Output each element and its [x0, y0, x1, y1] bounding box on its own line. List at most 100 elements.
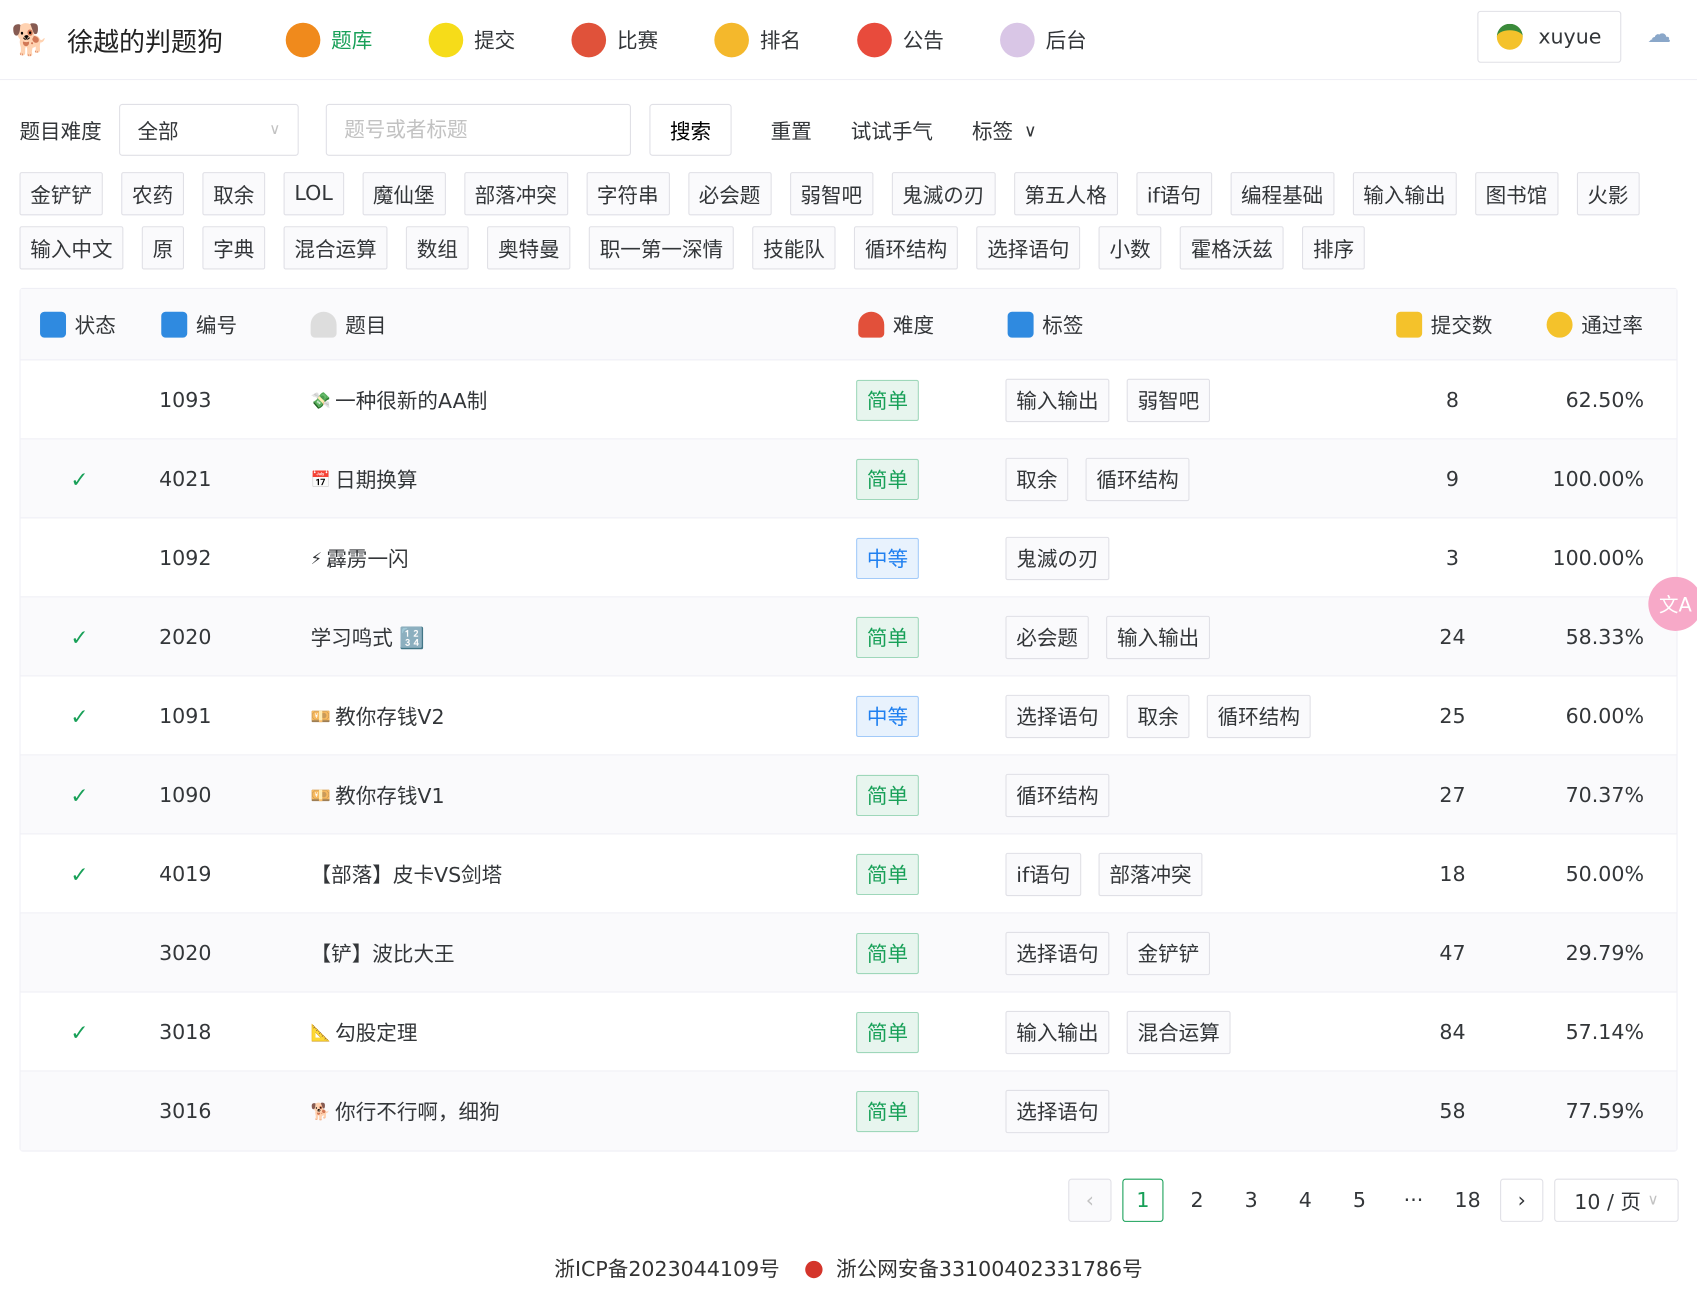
tag-filter[interactable]: 农药 [121, 172, 185, 216]
page-4[interactable]: 4 [1298, 1188, 1312, 1213]
problem-tag[interactable]: 循环结构 [1005, 773, 1110, 817]
problem-title-text[interactable]: 教你存钱V2 [335, 705, 445, 730]
problem-tag[interactable]: 选择语句 [1005, 931, 1110, 975]
problem-title[interactable]: 学习鸣式 🔢 [311, 597, 425, 676]
problem-tag[interactable]: 循环结构 [1085, 457, 1190, 501]
nav-item-0[interactable]: 题库 [285, 22, 372, 57]
tag-filter[interactable]: 输入输出 [1352, 172, 1457, 216]
tag-filter[interactable]: 第五人格 [1013, 172, 1118, 216]
problem-title-text[interactable]: 学习鸣式 🔢 [310, 626, 426, 651]
tag-filter[interactable]: 小数 [1098, 226, 1162, 270]
page-18[interactable]: 18 [1454, 1188, 1481, 1213]
tag-filter[interactable]: 鬼滅の刃 [891, 172, 996, 216]
problem-title[interactable]: 💴 教你存钱V2 [311, 676, 445, 755]
table-row[interactable]: 3020 【铲】波比大王 简单 选择语句 金铲铲 47 29.79% [20, 913, 1677, 993]
tag-filter[interactable]: 原 [141, 226, 185, 270]
problem-title[interactable]: 【部落】皮卡VS剑塔 [311, 834, 503, 913]
tag-filter[interactable]: 霍格沃兹 [1179, 226, 1284, 270]
problem-title-text[interactable]: 日期换算 [335, 468, 418, 493]
nav-item-1[interactable]: 提交 [428, 22, 515, 57]
tag-filter[interactable]: 字符串 [586, 172, 670, 216]
tag-filter[interactable]: 编程基础 [1230, 172, 1335, 216]
problem-tag[interactable]: 输入输出 [1005, 378, 1110, 422]
tag-filter[interactable]: 必会题 [687, 172, 772, 216]
prev-page-button[interactable]: ‹ [1068, 1178, 1112, 1222]
site-logo[interactable]: 🐕 徐越的判题狗 [9, 18, 269, 61]
tag-filter[interactable]: 魔仙堡 [362, 172, 446, 216]
page-5[interactable]: 5 [1352, 1188, 1366, 1213]
search-button[interactable]: 搜索 [649, 103, 732, 156]
table-row[interactable]: ✓ 1090 💴 教你存钱V1 简单 循环结构 27 70.37% [20, 755, 1677, 835]
police-link[interactable]: 浙公网安备33100402331786号 [836, 1257, 1143, 1282]
tags-dropdown[interactable]: 标签 ∨ [972, 115, 1037, 144]
table-row[interactable]: 1092 ⚡ 霹雳一闪 中等 鬼滅の刃 3 100.00% [20, 518, 1677, 598]
tag-filter[interactable]: LOL [283, 172, 344, 216]
tag-filter[interactable]: 职一第一深情 [588, 226, 734, 270]
table-row[interactable]: ✓ 3018 📐 勾股定理 简单 输入输出 混合运算 84 57.14% [20, 992, 1677, 1072]
problem-title-text[interactable]: 霹雳一闪 [326, 547, 409, 572]
table-row[interactable]: ✓ 4019 【部落】皮卡VS剑塔 简单 if语句 部落冲突 18 50.00% [20, 834, 1677, 914]
tag-filter[interactable]: 火影 [1576, 172, 1640, 216]
problem-tag[interactable]: 必会题 [1005, 615, 1089, 659]
nav-item-5[interactable]: 后台 [1000, 22, 1087, 57]
tag-filter[interactable]: 技能队 [752, 226, 836, 270]
translate-icon[interactable]: 文A [1648, 576, 1697, 631]
nav-item-3[interactable]: 排名 [714, 22, 801, 57]
problem-title-text[interactable]: 【铲】波比大王 [310, 942, 455, 967]
problem-title-text[interactable]: 【部落】皮卡VS剑塔 [310, 863, 503, 888]
tag-filter[interactable]: 字典 [202, 226, 266, 270]
problem-title-text[interactable]: 勾股定理 [335, 1021, 418, 1046]
weather-icon[interactable]: ☁ [1647, 21, 1672, 49]
tag-filter[interactable]: 取余 [202, 172, 266, 216]
tag-filter[interactable]: if语句 [1135, 172, 1212, 216]
problem-title[interactable]: 📅 日期换算 [311, 439, 418, 518]
problem-title[interactable]: 【铲】波比大王 [311, 913, 455, 992]
page-ellipsis[interactable]: ··· [1403, 1188, 1424, 1213]
table-row[interactable]: 3016 🐕 你行不行啊，细狗 简单 选择语句 58 77.59% [20, 1071, 1677, 1151]
nav-item-2[interactable]: 比赛 [571, 22, 658, 57]
problem-tag[interactable]: 循环结构 [1206, 694, 1311, 738]
problem-tag[interactable]: 输入输出 [1005, 1010, 1110, 1054]
user-menu[interactable]: xuyue [1477, 10, 1622, 63]
problem-title[interactable]: ⚡ 霹雳一闪 [311, 518, 409, 597]
tag-filter[interactable]: 部落冲突 [463, 172, 568, 216]
tag-filter[interactable]: 奥特曼 [487, 226, 571, 270]
random-button[interactable]: 试试手气 [850, 119, 934, 144]
next-page-button[interactable]: › [1500, 1178, 1544, 1222]
search-input[interactable] [325, 103, 631, 156]
page-2[interactable]: 2 [1190, 1188, 1204, 1213]
table-row[interactable]: ✓ 1091 💴 教你存钱V2 中等 选择语句 取余 循环结构 25 60.00% [20, 676, 1677, 756]
problem-tag[interactable]: 取余 [1126, 694, 1190, 738]
tag-filter[interactable]: 数组 [405, 226, 469, 270]
nav-item-4[interactable]: 公告 [857, 22, 944, 57]
problem-tag[interactable]: 鬼滅の刃 [1005, 536, 1110, 580]
table-row[interactable]: 1093 💸 一种很新的AA制 简单 输入输出 弱智吧 8 62.50% [20, 360, 1677, 440]
table-row[interactable]: ✓ 2020 学习鸣式 🔢 简单 必会题 输入输出 24 58.33% [20, 597, 1677, 677]
page-1[interactable]: 1 [1122, 1178, 1164, 1222]
problem-tag[interactable]: 选择语句 [1005, 694, 1110, 738]
problem-tag[interactable]: 输入输出 [1106, 615, 1211, 659]
page-3[interactable]: 3 [1244, 1188, 1258, 1213]
problem-tag[interactable]: 取余 [1005, 457, 1069, 501]
tag-filter[interactable]: 弱智吧 [789, 172, 873, 216]
problem-title-text[interactable]: 一种很新的AA制 [335, 389, 488, 414]
problem-tag[interactable]: 金铲铲 [1126, 931, 1211, 975]
problem-title[interactable]: 📐 勾股定理 [311, 992, 418, 1071]
problem-title-text[interactable]: 你行不行啊，细狗 [335, 1100, 500, 1125]
table-row[interactable]: ✓ 4021 📅 日期换算 简单 取余 循环结构 9 100.00% [20, 439, 1677, 519]
problem-title-text[interactable]: 教你存钱V1 [335, 784, 445, 809]
tag-filter[interactable]: 图书馆 [1474, 172, 1559, 216]
problem-title[interactable]: 💴 教你存钱V1 [311, 755, 445, 834]
tag-filter[interactable]: 输入中文 [19, 226, 124, 270]
tag-filter[interactable]: 循环结构 [854, 226, 958, 270]
difficulty-select[interactable]: 全部 ∨ [119, 103, 299, 156]
tag-filter[interactable]: 混合运算 [283, 226, 388, 270]
problem-tag[interactable]: 混合运算 [1126, 1010, 1231, 1054]
problem-tag[interactable]: 部落冲突 [1098, 852, 1203, 896]
icp-link[interactable]: 浙ICP备2023044109号 [554, 1257, 780, 1282]
tag-filter[interactable]: 金铲铲 [19, 172, 103, 216]
problem-title[interactable]: 💸 一种很新的AA制 [311, 360, 488, 439]
problem-tag[interactable]: if语句 [1005, 852, 1082, 896]
tag-filter[interactable]: 排序 [1302, 226, 1366, 270]
problem-tag[interactable]: 弱智吧 [1126, 378, 1211, 422]
